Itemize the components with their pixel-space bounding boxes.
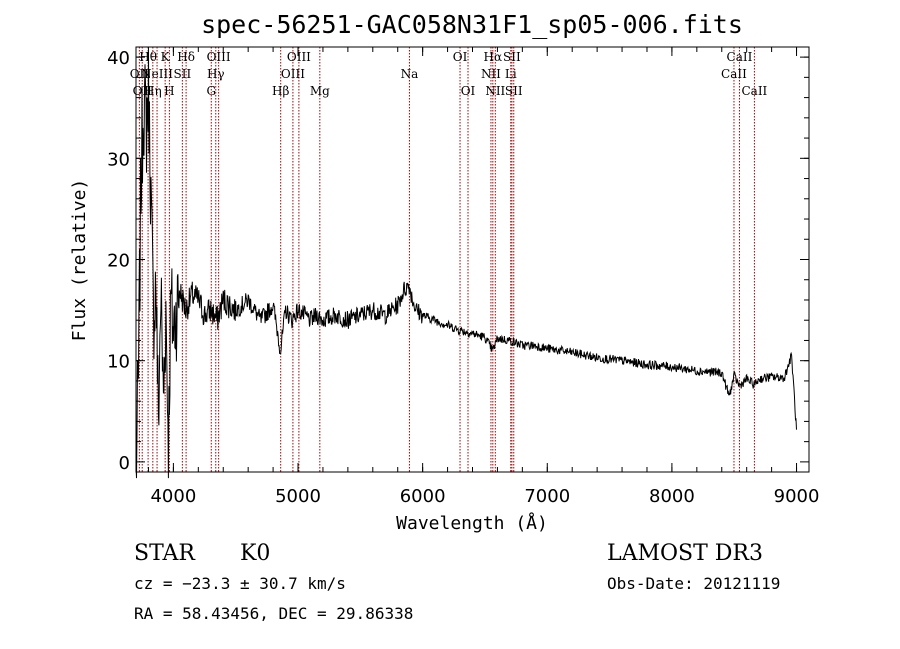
line-label: Mg [310,84,330,98]
line-label: OI [453,50,468,64]
x-tick-label: 9000 [774,486,820,507]
y-tick-label: 40 [107,48,130,69]
survey-name: LAMOST DR3 [607,541,763,566]
y-tick-label: 20 [107,251,130,272]
line-label: NII [481,67,501,81]
line-label: Hγ [207,67,225,81]
plot-frame [135,46,810,473]
x-axis-label: Wavelength (Å) [396,512,548,534]
line-label: NeIII [141,67,173,81]
spectral-line-markers [138,47,755,472]
line-label: Hδ [177,50,195,64]
line-label: CaII [721,67,747,81]
line-label: Hη [144,84,162,98]
line-label: NII [485,84,505,98]
chart-title: spec-56251-GAC058N31F1_sp05-006.fits [201,10,743,39]
redshift-velocity: cz = −23.3 ± 30.7 km/s [134,574,346,593]
observation-date: Obs-Date: 20121119 [607,574,780,593]
spectrum-line [135,52,797,479]
x-tick-label: 5000 [275,486,321,507]
object-subclass: K0 [240,541,270,566]
object-class: STAR [134,541,196,566]
line-label: SII [503,50,521,64]
line-label: SII [505,84,523,98]
x-axis-ticks: 4000 5000 6000 7000 8000 9000 [147,47,820,507]
y-tick-label: 10 [107,352,130,373]
y-axis-ticks: 0 10 20 30 40 [107,48,809,474]
line-label: H [164,84,174,98]
y-tick-label: 0 [119,453,130,474]
line-label: Na [401,67,419,81]
line-label: K [161,50,171,64]
y-tick-label: 30 [107,149,130,170]
line-label: OIII [207,50,231,64]
line-label: Hβ [272,84,289,98]
line-label: G [206,84,216,98]
line-label: CaII [727,50,753,64]
sky-coordinates: RA = 58.43456, DEC = 29.86338 [134,604,413,623]
line-label: Hα [484,50,503,64]
line-label: CaII [741,84,767,98]
x-tick-label: 4000 [150,486,196,507]
line-label: OI [461,84,476,98]
line-label: OIII [287,50,311,64]
x-tick-label: 6000 [400,486,446,507]
x-tick-label: 8000 [649,486,695,507]
x-tick-label: 7000 [524,486,570,507]
y-axis-label: Flux (relative) [69,179,90,342]
line-label: Li [505,67,517,81]
line-label: OIII [281,67,305,81]
spectral-line-labels: OIIOIIHθHηNeIIIKHSIIHδGHγOIIIHβOIIIOIIIM… [130,50,768,98]
line-label: SII [174,67,192,81]
